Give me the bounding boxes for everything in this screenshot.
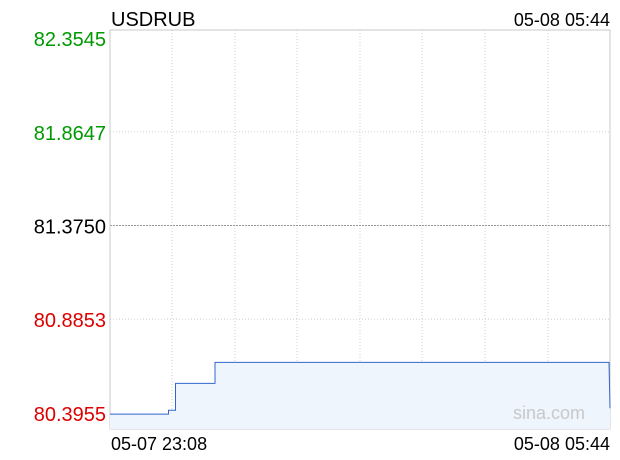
y-tick-label-3: 80.8853	[34, 310, 106, 332]
y-tick-label-2: 81.3750	[34, 217, 106, 239]
grid-lines	[110, 30, 610, 429]
watermark: sina.com	[513, 403, 585, 423]
x-label-end: 05-08 05:44	[514, 434, 610, 454]
price-line	[110, 361, 611, 415]
y-tick-label-4: 80.3955	[34, 404, 106, 426]
y-tick-label-1: 81.8647	[34, 123, 106, 145]
x-label-start: 05-07 23:08	[111, 434, 207, 454]
price-area-fill	[110, 362, 610, 429]
timestamp-label: 05-08 05:44	[514, 10, 610, 30]
y-tick-label-0: 82.3545	[34, 29, 106, 51]
y-axis-ticks: 82.3545 81.8647 81.3750 80.8853 80.3955	[34, 29, 106, 426]
chart-title: USDRUB	[111, 9, 195, 31]
